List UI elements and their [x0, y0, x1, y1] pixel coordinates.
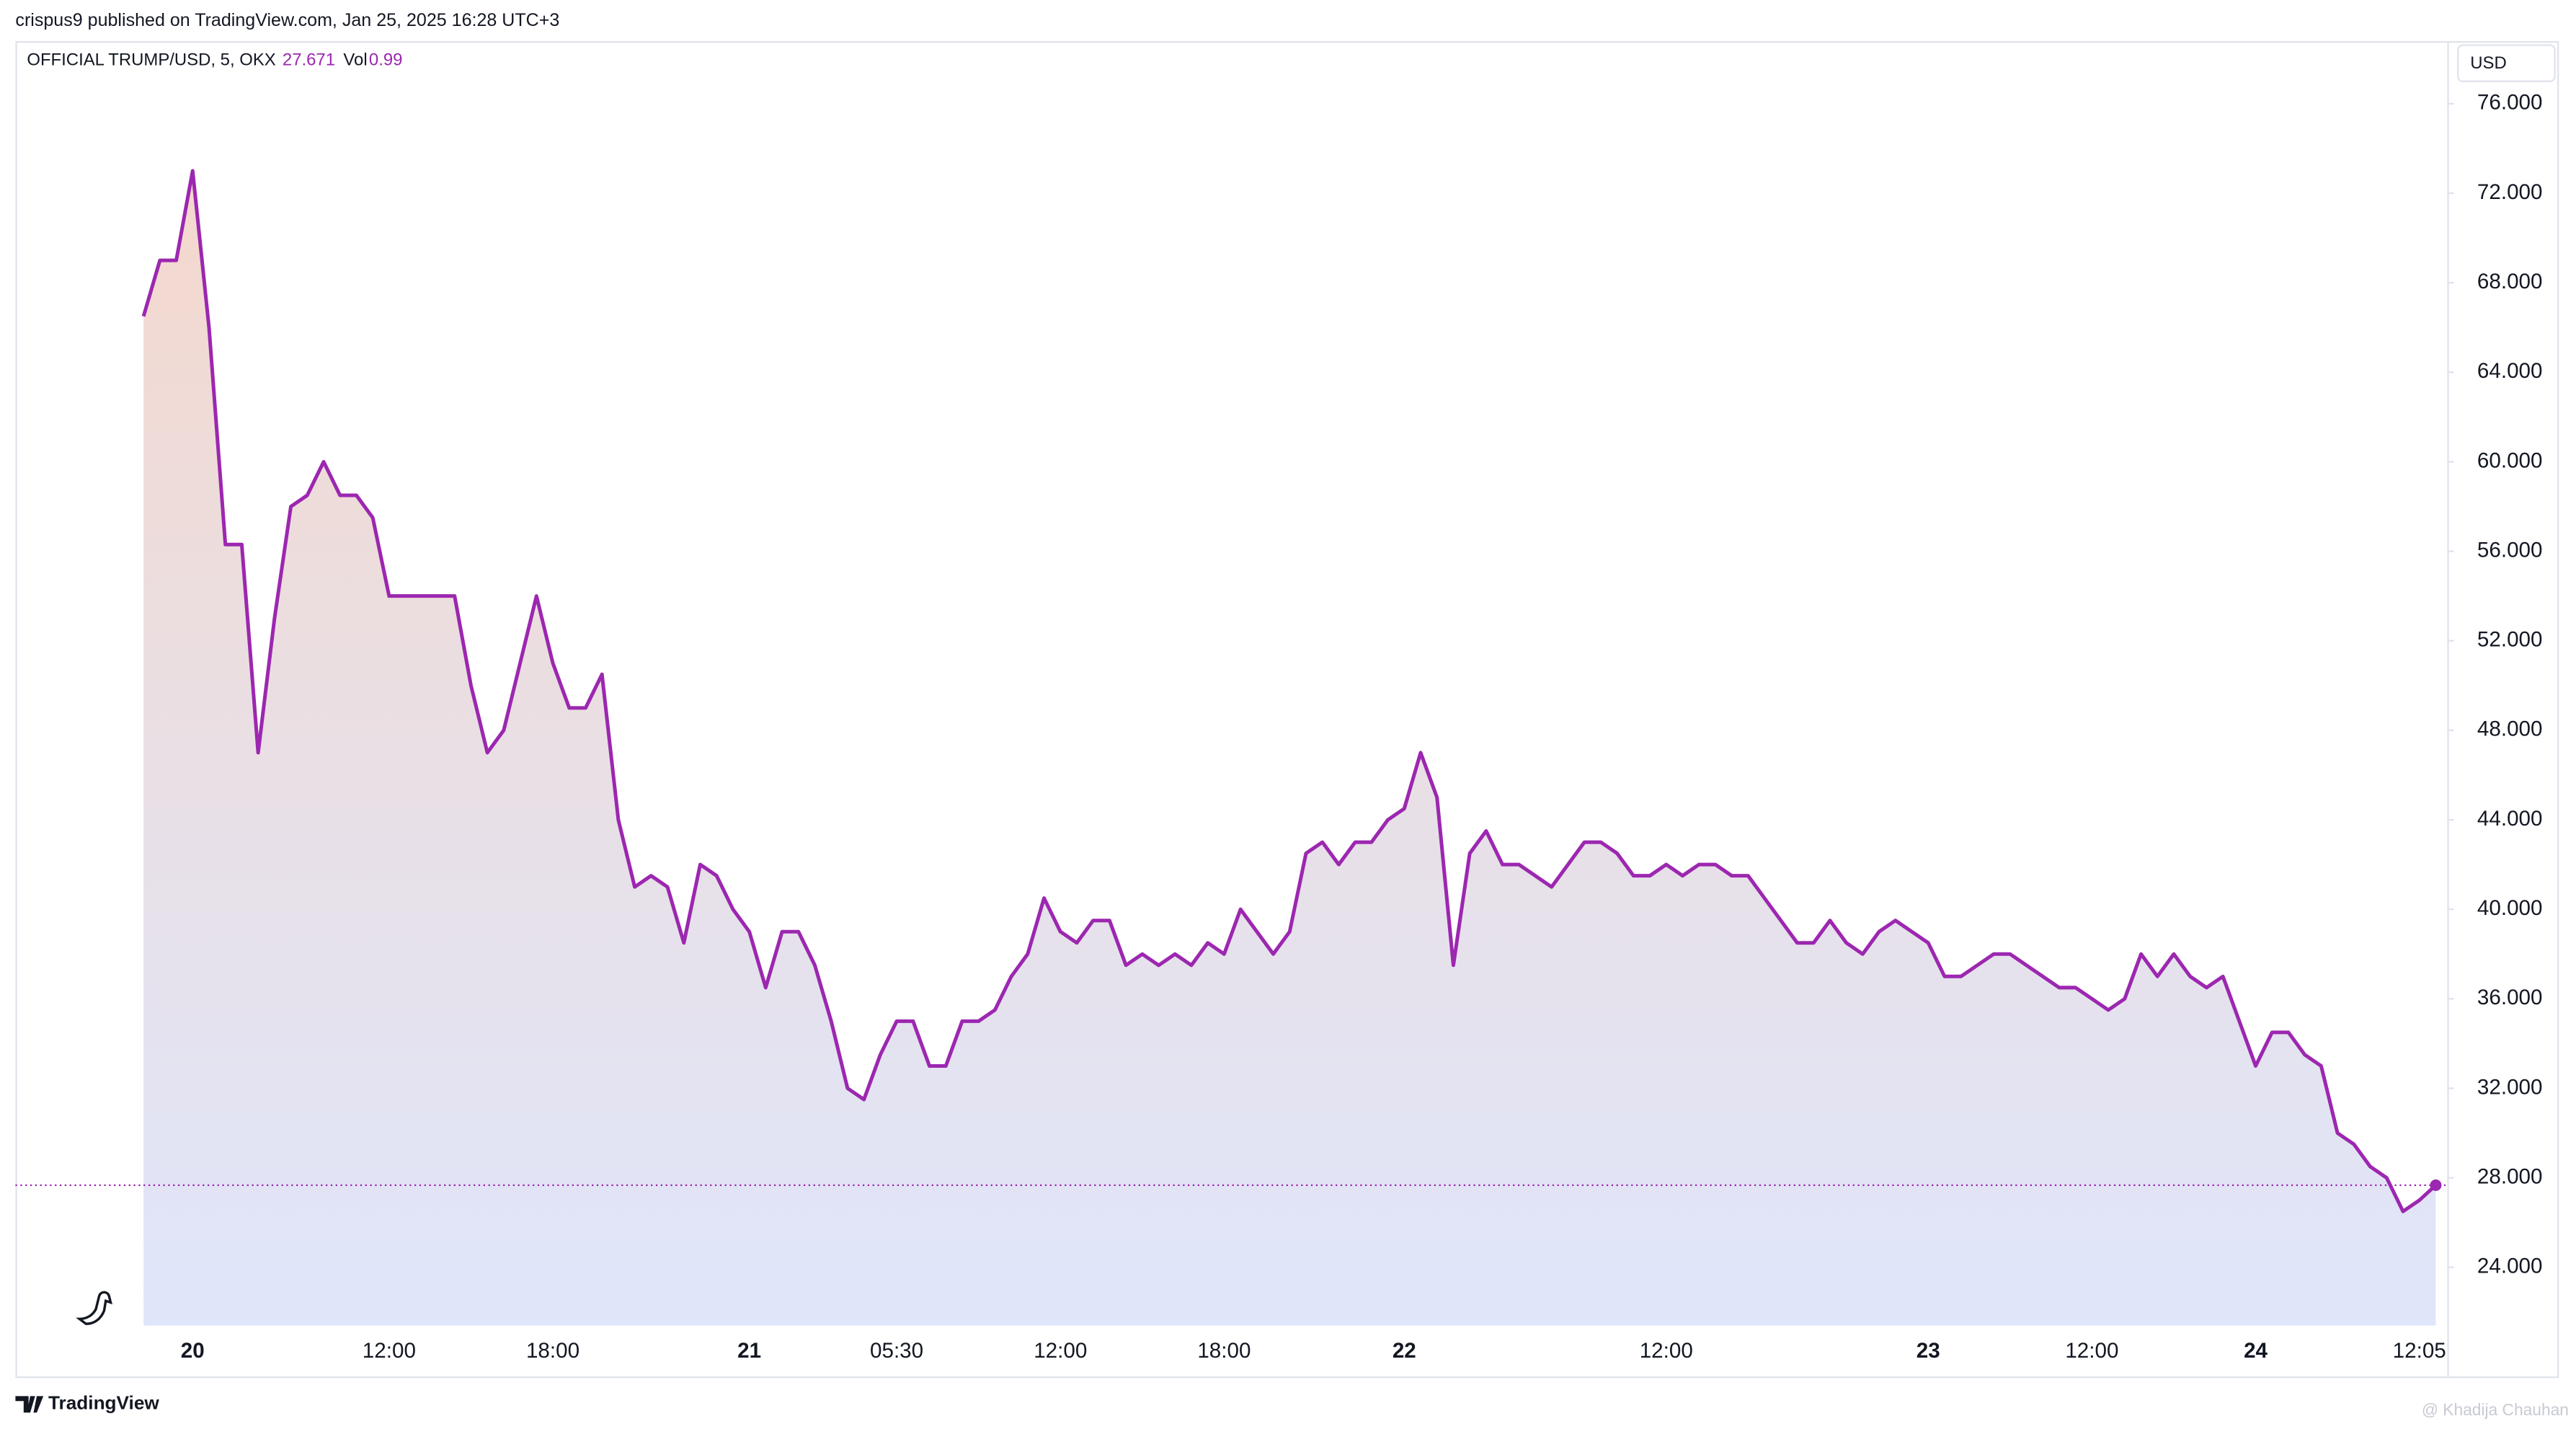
dino-icon — [76, 1291, 112, 1325]
y-tick-label: 68.000 — [2477, 270, 2543, 293]
x-tick-label: 20 — [181, 1339, 205, 1363]
y-tick-label: 36.000 — [2477, 986, 2543, 1009]
brand-name: TradingView — [48, 1392, 159, 1414]
watermark: @ Khadija Chauhan — [2422, 1400, 2569, 1419]
volume-value: 0.99 — [369, 50, 403, 70]
x-tick-label: 12:05 — [2393, 1339, 2446, 1363]
y-tick-label: 72.000 — [2477, 180, 2543, 204]
y-tick-label: 52.000 — [2477, 628, 2543, 652]
y-tick-label: 76.000 — [2477, 91, 2543, 115]
area-fill — [143, 170, 2436, 1326]
x-tick-label: 12:00 — [2065, 1339, 2118, 1363]
x-tick-label: 18:00 — [526, 1339, 579, 1363]
x-tick-label: 22 — [1393, 1339, 1416, 1363]
tv-logo — [15, 1396, 44, 1413]
volume-label: Vol — [343, 50, 367, 70]
y-tick-label: 24.000 — [2477, 1255, 2543, 1278]
x-tick-label: 12:00 — [1034, 1339, 1087, 1363]
y-tick-label: 32.000 — [2477, 1075, 2543, 1099]
y-tick-label: 28.000 — [2477, 1164, 2543, 1188]
currency-button[interactable] — [2457, 44, 2556, 82]
y-tick-label: 60.000 — [2477, 448, 2543, 472]
x-tick-label: 21 — [737, 1339, 761, 1363]
chart-frame — [15, 40, 2559, 1379]
x-tick-label: 05:30 — [870, 1339, 923, 1363]
x-tick-label: 12:00 — [1640, 1339, 1693, 1363]
x-tick-label: 12:00 — [363, 1339, 416, 1363]
symbol-title: OFFICIAL TRUMP/USD, 5, OKX — [27, 50, 275, 70]
x-tick-label: 23 — [1917, 1339, 1940, 1363]
x-tick-label: 18:00 — [1197, 1339, 1251, 1363]
y-tick-label: 44.000 — [2477, 807, 2543, 831]
currency-label[interactable]: USD — [2470, 53, 2506, 73]
last-point — [2430, 1179, 2442, 1191]
y-tick-label: 64.000 — [2477, 359, 2543, 383]
publish-header: crispus9 published on TradingView.com, J… — [15, 10, 559, 30]
y-tick-label: 40.000 — [2477, 896, 2543, 920]
last-price: 27.671 — [283, 50, 335, 70]
y-tick-label: 56.000 — [2477, 538, 2543, 562]
x-tick-label: 24 — [2244, 1339, 2268, 1363]
y-tick-label: 48.000 — [2477, 717, 2543, 741]
price-line — [141, 169, 2438, 1213]
